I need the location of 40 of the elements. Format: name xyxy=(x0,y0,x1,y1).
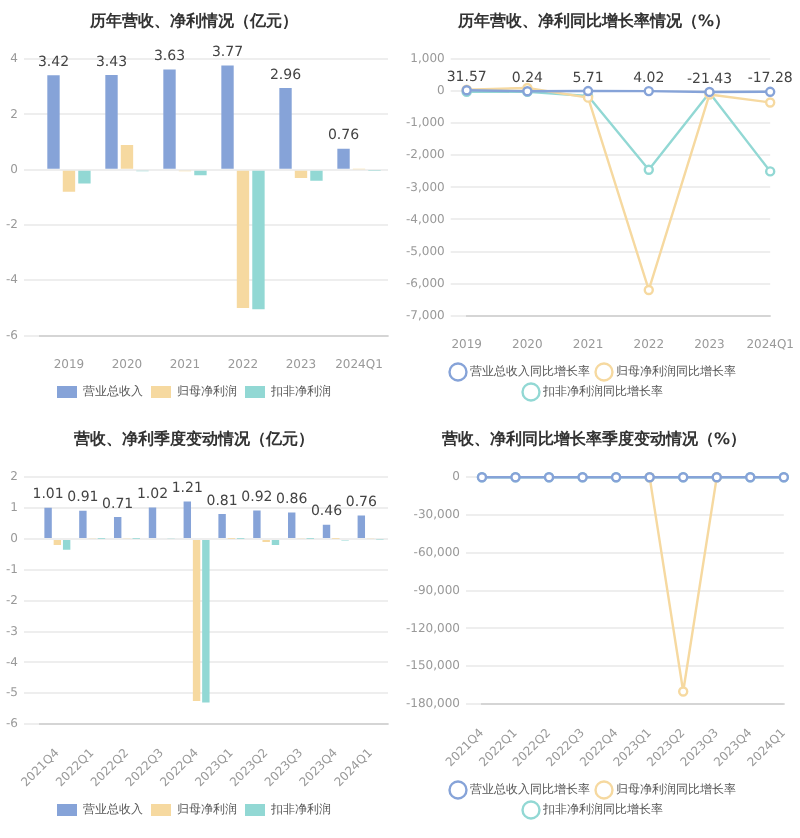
point xyxy=(764,97,776,108)
bar xyxy=(148,507,157,538)
bar xyxy=(279,87,292,169)
bar xyxy=(294,170,308,179)
bar xyxy=(271,539,280,546)
point xyxy=(764,86,776,97)
bar xyxy=(252,170,265,310)
bar xyxy=(288,512,296,538)
bar xyxy=(53,539,62,546)
bar xyxy=(322,524,331,538)
bar xyxy=(236,170,250,308)
point xyxy=(643,85,654,97)
bar xyxy=(194,170,207,176)
bar xyxy=(78,170,91,184)
bar xyxy=(218,513,226,538)
chart-title: 营收、净利同比增长率季度变动情况（%） xyxy=(439,427,747,448)
bar xyxy=(62,170,76,192)
bar xyxy=(163,69,176,169)
chart-title: 历年营收、净利同比增长率情况（%） xyxy=(455,9,731,30)
point xyxy=(582,85,594,97)
bar xyxy=(183,501,192,538)
bar xyxy=(105,74,118,169)
chart-title: 营收、净利季度变动情况（亿元） xyxy=(72,427,314,448)
bar xyxy=(44,507,52,538)
point xyxy=(764,166,776,177)
bar xyxy=(47,75,60,169)
bar xyxy=(253,510,261,538)
bar xyxy=(192,539,201,701)
bar xyxy=(113,517,122,538)
bar xyxy=(120,144,134,169)
point xyxy=(643,164,654,175)
bar xyxy=(202,539,210,703)
bar xyxy=(310,170,323,181)
point xyxy=(643,284,654,296)
bar xyxy=(221,65,234,169)
bar xyxy=(79,510,87,538)
bar xyxy=(62,539,71,550)
bar xyxy=(357,515,366,538)
chart-title: 历年营收、净利情况（亿元） xyxy=(88,11,298,30)
bar xyxy=(337,148,350,169)
